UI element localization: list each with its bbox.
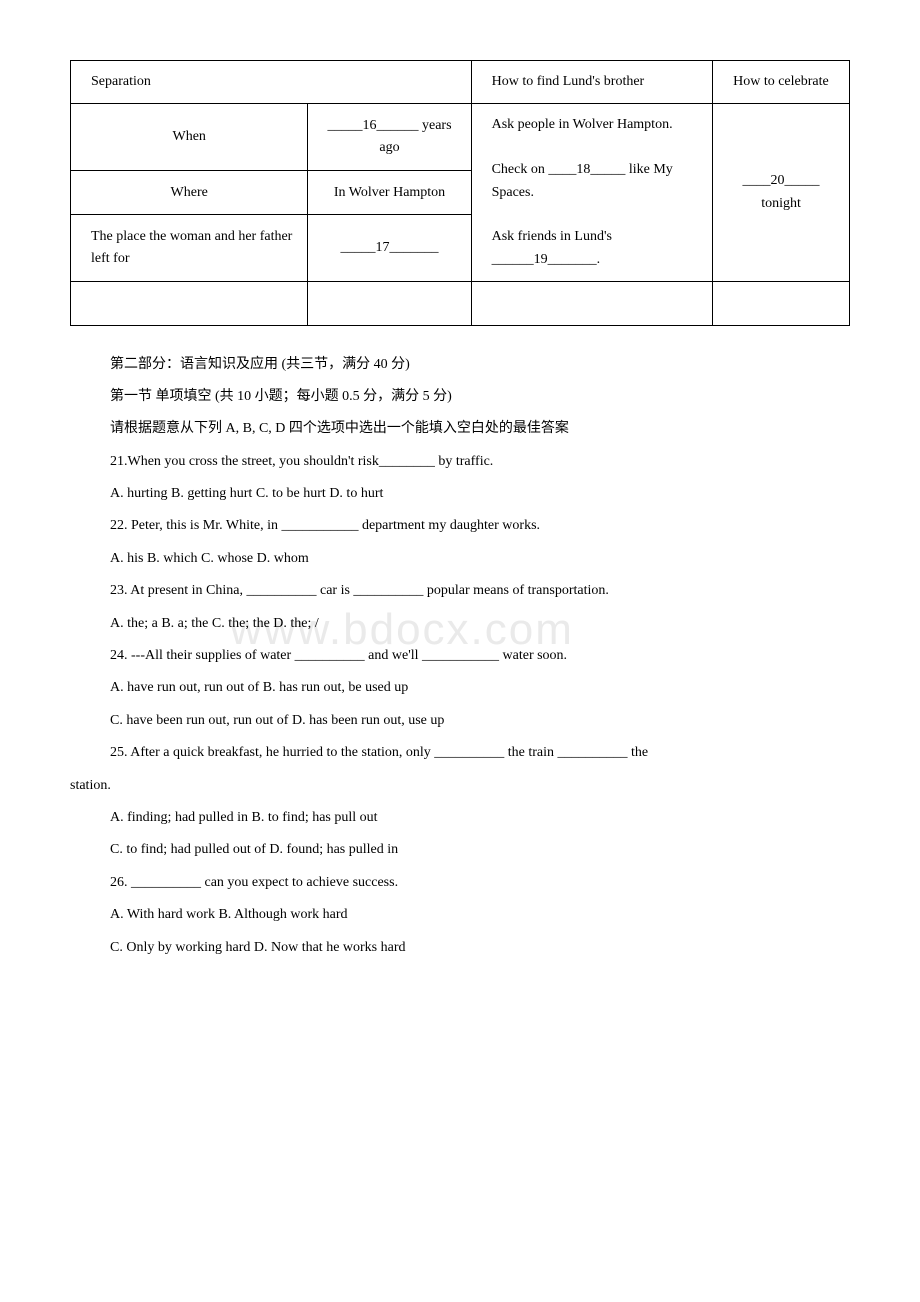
question-23-options: A. the; a B. a; the C. the; the D. the; … — [110, 613, 850, 635]
question-23: 23. At present in China, __________ car … — [110, 580, 850, 602]
cell-when-label: When — [71, 104, 308, 171]
question-25-options-2: C. to find; had pulled out of D. found; … — [110, 839, 850, 861]
table-header-row: Separation How to find Lund's brother Ho… — [71, 61, 850, 104]
section1-instruction: 请根据题意从下列 A, B, C, D 四个选项中选出一个能填入空白处的最佳答案 — [110, 418, 850, 440]
question-24: 24. ---All their supplies of water _____… — [110, 645, 850, 667]
empty-cell — [471, 282, 713, 325]
question-22-options: A. his B. which C. whose D. whom — [110, 548, 850, 570]
question-26-options-1: A. With hard work B. Although work hard — [110, 904, 850, 926]
question-22: 22. Peter, this is Mr. White, in _______… — [110, 515, 850, 537]
empty-cell — [713, 282, 850, 325]
question-24-options-2: C. have been run out, run out of D. has … — [110, 710, 850, 732]
question-24-options-1: A. have run out, run out of B. has run o… — [110, 677, 850, 699]
table-empty-row — [71, 282, 850, 325]
question-21: 21.When you cross the street, you should… — [110, 451, 850, 473]
header-howto: How to find Lund's brother — [471, 61, 713, 104]
section1-title: 第一节 单项填空 (共 10 小题；每小题 0.5 分，满分 5 分) — [110, 386, 850, 408]
cell-when-value: _____16______ years ago — [308, 104, 471, 171]
question-21-options: A. hurting B. getting hurt C. to be hurt… — [110, 483, 850, 505]
cell-celebrate: ____20_____ tonight — [713, 104, 850, 282]
cell-place-label: The place the woman and her father left … — [71, 215, 308, 282]
empty-cell — [71, 282, 308, 325]
cell-where-label: Where — [71, 171, 308, 215]
question-25-continuation: station. — [70, 775, 850, 797]
question-25: 25. After a quick breakfast, he hurried … — [70, 742, 850, 764]
table-row: When _____16______ years ago Ask people … — [71, 104, 850, 171]
question-26: 26. __________ can you expect to achieve… — [110, 872, 850, 894]
header-separation: Separation — [71, 61, 472, 104]
page-content: Separation How to find Lund's brother Ho… — [70, 60, 850, 959]
cell-where-value: In Wolver Hampton — [308, 171, 471, 215]
question-25-options-1: A. finding; had pulled in B. to find; ha… — [110, 807, 850, 829]
question-26-options-2: C. Only by working hard D. Now that he w… — [110, 937, 850, 959]
empty-cell — [308, 282, 471, 325]
listening-table: Separation How to find Lund's brother Ho… — [70, 60, 850, 326]
part2-title: 第二部分：语言知识及应用 (共三节，满分 40 分) — [110, 354, 850, 376]
header-celebrate: How to celebrate — [713, 61, 850, 104]
cell-place-value: _____17_______ — [308, 215, 471, 282]
cell-howto: Ask people in Wolver Hampton. Check on _… — [471, 104, 713, 282]
